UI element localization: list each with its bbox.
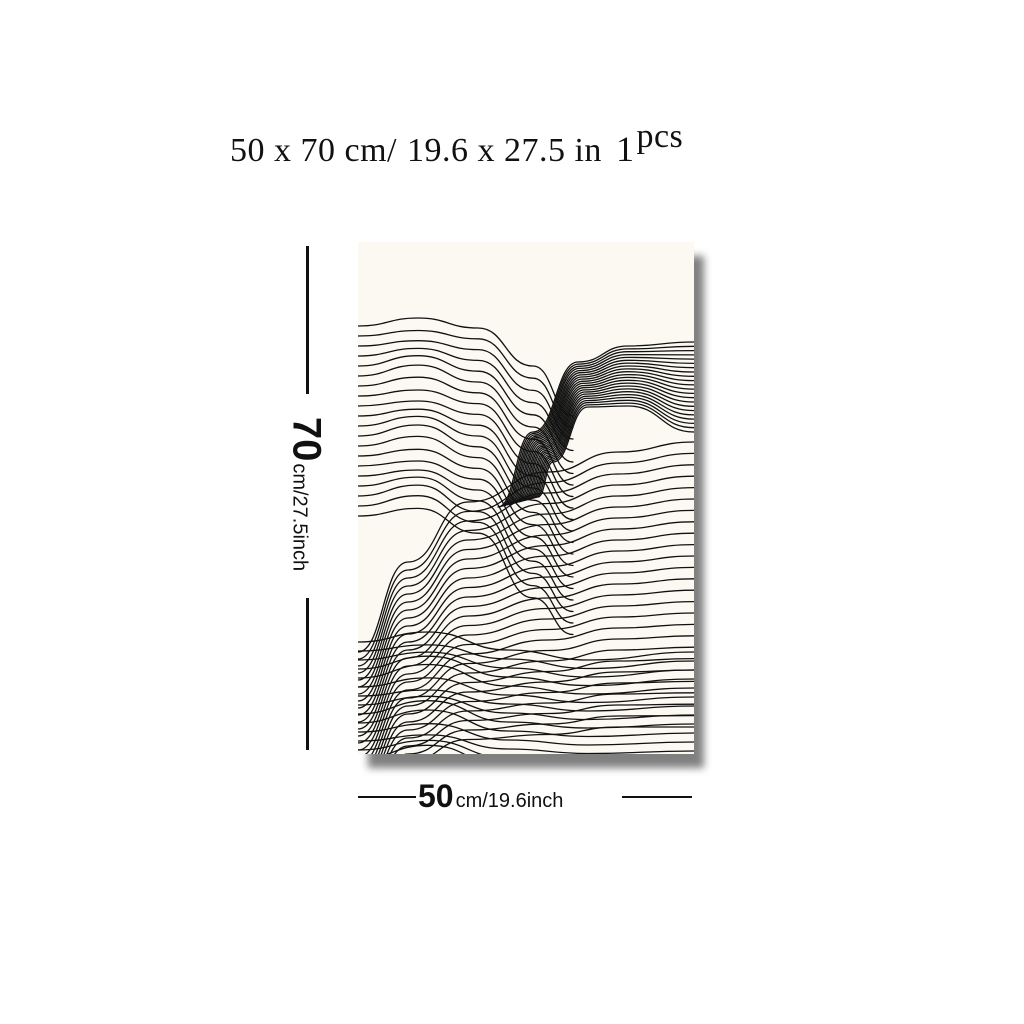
art-line-middle-band [358,600,694,751]
art-line-middle-band [380,657,694,754]
headline-quantity: 1 [615,129,635,169]
art-line-middle-band [383,669,694,754]
art-line-foreground [358,651,694,678]
art-line-middle-band [358,498,694,688]
artwork [358,242,694,754]
art-line-middle-band [358,543,694,716]
art-line-left-hill [358,415,574,532]
art-line-right-ridge [512,368,694,504]
size-headline: 50 x 70 cm/ 19.6 x 27.5 in 1 pcs [230,118,683,188]
art-line-right-ridge [510,365,694,505]
art-line-middle-band [358,521,694,702]
art-line-middle-band [358,452,694,660]
art-line-left-hill [358,347,574,452]
art-line-middle-band [358,578,694,737]
art-line-left-hill [358,317,574,417]
headline-size-inch: 19.6 x 27.5 in [406,132,602,169]
art-line-middle-band [358,509,694,695]
width-dimension-line-left [358,796,416,798]
art-line-foreground [358,695,694,721]
art-line-right-ridge [516,373,694,503]
art-line-right-ridge [501,349,694,507]
height-unit: cm/27.5inch [288,463,311,572]
art-line-right-ridge [537,405,694,498]
headline-size-cm: 50 x 70 cm/ [230,132,397,169]
art-line-middle-band [358,532,694,709]
art-line-middle-band [358,486,694,681]
art-line-right-ridge [529,393,694,500]
width-value: 50 [418,778,454,814]
art-line-right-ridge [499,345,694,508]
art-line-left-hill [358,507,574,636]
line-art-illustration [358,317,694,754]
art-line-middle-band [358,464,694,667]
art-line-left-hill [358,495,574,624]
canvas-print [358,242,704,768]
art-line-foreground [358,631,694,661]
art-line-right-ridge [520,379,694,502]
art-line-right-ridge [514,371,694,504]
art-line-right-ridge [504,356,694,506]
art-line-left-hill [358,460,574,578]
headline-quantity-unit: pcs [636,118,684,155]
height-dimension-line-top [306,246,309,394]
width-dimension-line-right [622,796,692,798]
width-dimension-label: 50 cm/19.6inch [418,778,563,818]
art-line-middle-band [405,714,694,754]
art-line-right-ridge [533,399,694,499]
art-line-foreground [358,709,694,738]
art-line-middle-band [374,635,694,754]
art-line-foreground [358,689,694,712]
art-line-foreground [358,734,694,754]
art-line-foreground [358,655,694,687]
art-line-left-hill [358,329,574,429]
art-line-right-ridge [508,362,694,505]
art-line-foreground [358,663,694,695]
art-line-middle-band [358,589,694,744]
art-line-left-hill [358,448,574,567]
art-line-foreground [386,744,466,754]
art-line-right-ridge [522,382,694,502]
art-line-foreground [358,723,694,746]
art-line-right-ridge [503,353,694,507]
art-line-foreground [358,677,694,704]
height-dimension-label: 70 cm/27.5inch [282,392,330,596]
art-line-middle-band [394,703,694,754]
art-line-right-ridge [518,376,694,503]
art-line-right-ridge [497,341,694,508]
art-line-middle-band [358,555,694,723]
art-line-right-ridge [506,359,694,506]
art-line-right-ridge [535,402,694,499]
art-line-left-hill [358,408,574,521]
art-line-left-hill [358,340,574,440]
art-line-middle-band [358,566,694,730]
art-line-left-hill [358,435,574,555]
art-line-left-hill [358,484,574,613]
art-line-left-hill [358,364,574,475]
art-line-foreground [358,739,483,754]
height-value: 70 [284,416,329,462]
art-line-middle-band [377,646,694,754]
height-dimension-line-bottom [306,598,309,750]
art-line-right-ridge [524,385,694,501]
art-line-middle-band [358,441,694,653]
art-line-middle-band [358,475,694,674]
art-line-foreground [358,700,694,729]
width-unit: cm/19.6inch [455,790,564,812]
art-line-left-hill [358,424,574,544]
art-line-right-ridge [527,391,694,501]
art-line-right-ridge [525,388,694,501]
art-line-right-ridge [531,396,694,500]
art-line-foreground [358,644,694,670]
